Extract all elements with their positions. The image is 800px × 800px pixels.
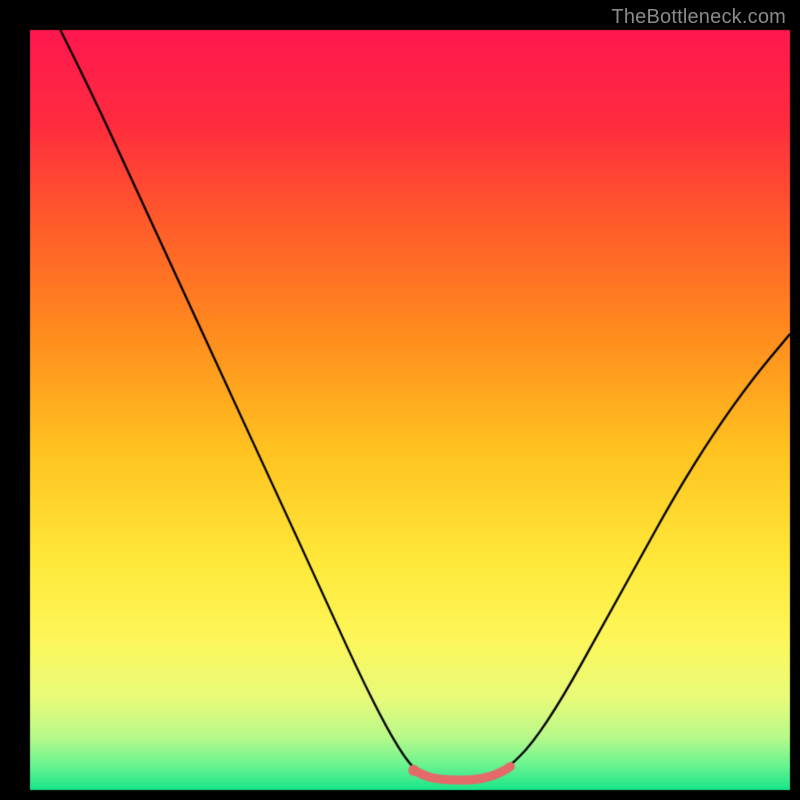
watermark-label: TheBottleneck.com bbox=[611, 6, 786, 29]
bottleneck-curve-chart bbox=[0, 0, 800, 800]
chart-stage: TheBottleneck.com bbox=[0, 0, 800, 800]
